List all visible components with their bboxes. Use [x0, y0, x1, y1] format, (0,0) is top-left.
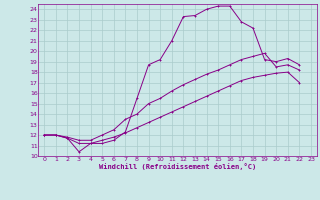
X-axis label: Windchill (Refroidissement éolien,°C): Windchill (Refroidissement éolien,°C) — [99, 163, 256, 170]
